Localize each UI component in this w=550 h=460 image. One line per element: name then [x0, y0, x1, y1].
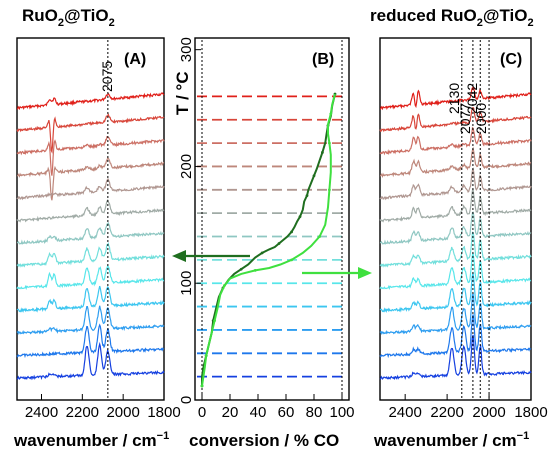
conversion-point [328, 141, 331, 145]
spectrum-trace [379, 271, 532, 314]
spectrum-trace [16, 178, 165, 201]
spectrum-trace [379, 314, 532, 359]
panel-b-y-label: T / °C [173, 71, 192, 115]
panel-b-conversion-curves [200, 92, 337, 388]
panel-c-x-ticks: 2400 2200 2000 1800 [388, 394, 548, 421]
x-tick-label: 2000 [472, 404, 505, 421]
spectrum-trace [379, 167, 532, 201]
conversion-point [200, 384, 204, 388]
panel-c-spectra [379, 86, 532, 381]
spectrum-trace [16, 305, 165, 336]
spectrum-trace [379, 211, 532, 245]
conversion-point [290, 258, 293, 262]
conversion-point [223, 284, 226, 287]
spectrum-trace [16, 136, 165, 176]
spectrum-trace [379, 107, 532, 133]
x-tick-label: 1800 [514, 404, 547, 421]
x-tick-label: 80 [306, 404, 323, 421]
conversion-point [213, 319, 217, 322]
panel-b-frame [194, 37, 350, 401]
conversion-point [239, 267, 243, 271]
peak-label-2042: 2042 [464, 83, 480, 114]
conversion-point [277, 242, 281, 245]
spectrum-trace [380, 86, 532, 111]
x-tick-label: 0 [198, 404, 206, 421]
peak-label-2130: 2130 [446, 83, 462, 114]
panel-b-y-ticks: 0 100 200 300 [178, 37, 201, 404]
panel-a-x-label: wavenumber / cm−1 [13, 430, 169, 450]
panel-a-peak-label-2075: 2075 [99, 61, 115, 92]
spectrum-trace [16, 285, 165, 314]
spectrum-trace [16, 323, 165, 359]
panel-b-x-ticks: 0 20 40 60 80 100 [198, 394, 355, 421]
conversion-point [312, 174, 316, 178]
spectrum-trace [17, 92, 165, 111]
conversion-point [204, 354, 208, 358]
spectrum-trace [379, 231, 532, 268]
peak-label-2000: 2000 [473, 103, 489, 134]
x-tick-label: 2200 [66, 404, 99, 421]
panel-c-title: reduced RuO2@TiO2 [370, 6, 534, 29]
y-tick-label: 200 [178, 154, 195, 179]
y-tick-label: 300 [178, 37, 195, 62]
panel-b-reference-lines [201, 40, 343, 398]
spectrum-trace [379, 292, 532, 335]
spectrum-trace [16, 242, 165, 268]
panel-c-x-label: wavenumber / cm−1 [373, 430, 529, 450]
conversion-point [298, 215, 302, 219]
panel-a-frame [16, 37, 165, 401]
conversion-curve [201, 93, 336, 386]
panel-a: RuO2@TiO2 (A) 2075 2400 2200 2000 1800 wave… [13, 6, 181, 450]
conversion-curve [201, 93, 336, 387]
conversion-point [318, 235, 321, 238]
spectrum-trace [379, 146, 532, 178]
x-tick-label: 2400 [388, 404, 421, 421]
conversion-point [290, 230, 293, 234]
arrow-left-icon [172, 250, 250, 262]
panel-a-label: (A) [124, 51, 146, 68]
spectrum-trace [16, 112, 165, 154]
spectrum-trace [379, 252, 532, 290]
panel-b-x-label: conversion / % CO [189, 431, 339, 450]
spectrum-trace [379, 188, 532, 223]
conversion-point [305, 194, 309, 198]
y-tick-label: 0 [178, 396, 195, 404]
x-tick-label: 100 [329, 404, 354, 421]
panel-c-label: (C) [500, 51, 522, 68]
conversion-point [321, 151, 324, 154]
panel-c-frame [379, 37, 532, 401]
panel-b: (B) 0 20 40 60 80 100 0 100 200 300 T / °C conve… [172, 37, 372, 450]
x-tick-label: 40 [250, 404, 267, 421]
peak-label-2077: 2077 [457, 103, 473, 134]
spectrum-trace [379, 126, 532, 156]
spectrum-trace [16, 341, 165, 381]
spectrum-trace [16, 221, 165, 245]
panel-a-title: RuO2@TiO2 [22, 6, 115, 29]
x-tick-label: 2200 [430, 404, 463, 421]
panel-a-spectra [16, 92, 165, 381]
conversion-point [253, 268, 257, 272]
conversion-point [329, 112, 333, 116]
spectrum-trace [16, 157, 165, 201]
panel-b-label: (B) [312, 51, 334, 68]
panel-b-temperature-levels [197, 95, 347, 378]
panel-a-x-ticks: 2400 2200 2000 1800 [25, 394, 181, 421]
spectrum-trace [16, 198, 165, 223]
y-tick-label: 100 [178, 271, 195, 296]
x-tick-label: 1800 [147, 404, 180, 421]
arrow-right-icon [302, 267, 372, 279]
spectrum-trace [379, 334, 532, 381]
x-tick-label: 2400 [25, 404, 58, 421]
x-tick-label: 20 [222, 404, 239, 421]
conversion-point [328, 188, 331, 192]
x-tick-label: 2000 [106, 404, 139, 421]
x-tick-label: 60 [278, 404, 295, 421]
spectrum-trace [16, 264, 165, 291]
conversion-point [260, 251, 264, 255]
